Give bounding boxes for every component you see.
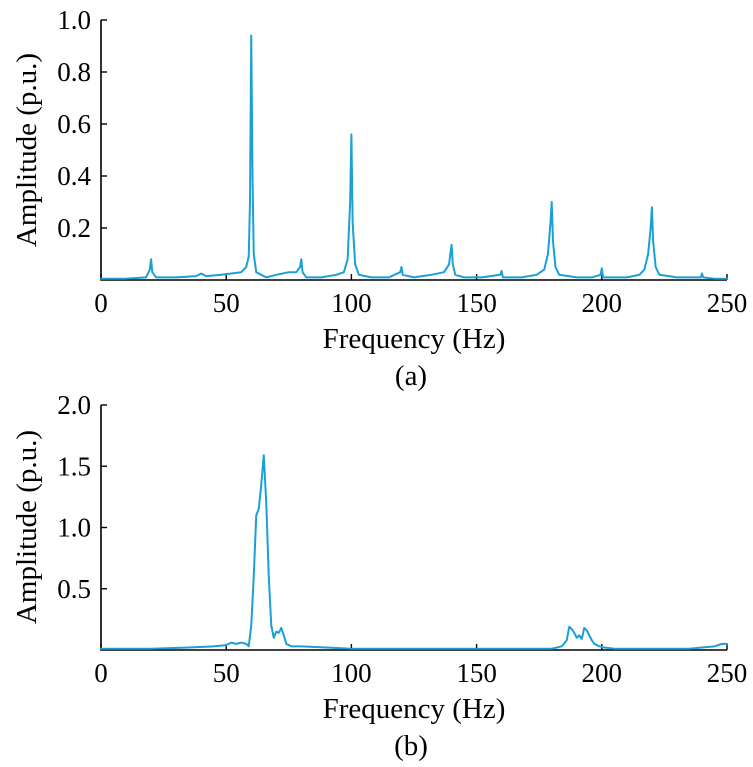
x-tick-label: 50 — [213, 288, 240, 318]
y-tick-label: 1.5 — [57, 451, 91, 481]
panel-a: 0 50 100 150 200 250 0.2 0.4 0.6 0.8 1.0 Frequency … — [11, 5, 747, 392]
spectrum-line — [100, 34, 728, 280]
x-axis-label: Frequency (Hz) — [323, 323, 506, 355]
x-tick-label: 200 — [582, 288, 623, 318]
axes-spine — [100, 20, 727, 281]
y-tick-label: 1.0 — [57, 5, 91, 35]
y-tick-label: 0.8 — [57, 57, 91, 87]
x-tick-label: 150 — [456, 288, 497, 318]
x-tick-label: 150 — [456, 658, 497, 688]
x-tick-label: 50 — [213, 658, 240, 688]
y-tick-label: 0.2 — [57, 213, 91, 243]
spectrum-line — [100, 454, 728, 650]
x-tick-label: 100 — [331, 288, 372, 318]
panel-b: 0 50 100 150 200 250 0.5 1.0 1.5 2.0 Frequency (Hz… — [11, 390, 747, 762]
y-tick-label: 0.5 — [57, 574, 91, 604]
panel-caption: (a) — [395, 360, 427, 392]
x-axis-label: Frequency (Hz) — [323, 693, 506, 725]
x-tick-label: 0 — [94, 658, 108, 688]
x-tick-label: 250 — [707, 658, 748, 688]
x-tick-label: 100 — [331, 658, 372, 688]
y-tick-label: 1.0 — [57, 513, 91, 543]
y-tick-label: 0.6 — [57, 109, 91, 139]
panel-caption: (b) — [394, 730, 428, 762]
x-tick-label: 250 — [707, 288, 748, 318]
axes-spine — [100, 405, 727, 651]
x-tick-label: 200 — [582, 658, 623, 688]
x-tick-label: 0 — [94, 288, 108, 318]
y-tick-label: 2.0 — [57, 390, 91, 420]
y-tick-label: 0.4 — [57, 161, 91, 191]
y-axis-label: Amplitude (p.u.) — [11, 430, 43, 624]
y-axis-label: Amplitude (p.u.) — [11, 53, 43, 247]
